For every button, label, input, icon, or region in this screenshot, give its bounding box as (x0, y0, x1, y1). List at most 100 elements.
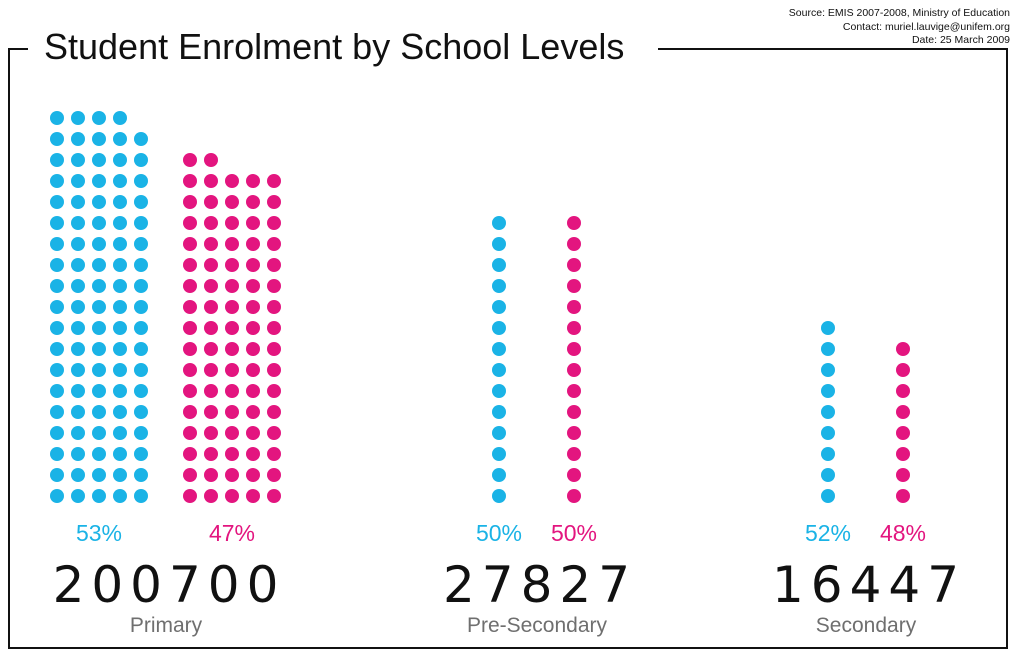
girls-dot (567, 342, 581, 356)
girls-dot (896, 426, 910, 440)
boys-dot (92, 384, 106, 398)
girls-dot (246, 216, 260, 230)
boys-dot (134, 195, 148, 209)
girls-dot (246, 489, 260, 503)
boys-dot (50, 468, 64, 482)
date-line: Date: 25 March 2009 (911, 34, 1010, 46)
girls-dot (246, 258, 260, 272)
boys-dot (492, 489, 506, 503)
boys-dot (92, 216, 106, 230)
girls-dot (246, 384, 260, 398)
girls-dot (567, 237, 581, 251)
boys-dot (492, 447, 506, 461)
boys-percent-label: 53% (76, 520, 122, 546)
girls-dot (267, 237, 281, 251)
boys-dot (134, 321, 148, 335)
girls-dot (204, 216, 218, 230)
girls-dot (267, 405, 281, 419)
enrolment-total: 27827 (443, 556, 637, 614)
girls-dot (204, 321, 218, 335)
girls-percent-label: 48% (880, 520, 926, 546)
boys-dot (92, 174, 106, 188)
boys-dot (92, 447, 106, 461)
boys-dot (71, 300, 85, 314)
boys-dot (821, 447, 835, 461)
boys-dot (113, 342, 127, 356)
boys-dot (92, 258, 106, 272)
girls-dot (204, 237, 218, 251)
girls-dot (267, 447, 281, 461)
girls-dot (267, 195, 281, 209)
boys-dot (492, 216, 506, 230)
boys-dot (92, 342, 106, 356)
boys-dot (492, 426, 506, 440)
boys-dot (113, 468, 127, 482)
boys-percent-label: 50% (476, 520, 522, 546)
girls-dot (267, 384, 281, 398)
girls-dot (225, 363, 239, 377)
boys-dot (92, 363, 106, 377)
girls-dot (225, 321, 239, 335)
boys-dot (92, 468, 106, 482)
girls-dot (225, 405, 239, 419)
boys-dot (92, 279, 106, 293)
girls-dot (225, 174, 239, 188)
girls-dot (183, 426, 197, 440)
boys-dot (71, 468, 85, 482)
girls-dot (183, 363, 197, 377)
girls-dot (225, 279, 239, 293)
girls-dot (267, 342, 281, 356)
boys-dot (134, 300, 148, 314)
girls-dot (204, 153, 218, 167)
boys-dot (134, 258, 148, 272)
boys-dot (50, 384, 64, 398)
girls-dot (204, 195, 218, 209)
boys-dot (134, 489, 148, 503)
girls-dot (225, 489, 239, 503)
girls-dot (183, 342, 197, 356)
boys-dot (71, 237, 85, 251)
girls-dot (183, 384, 197, 398)
boys-dot (50, 321, 64, 335)
boys-dot (92, 237, 106, 251)
boys-dot (71, 132, 85, 146)
enrolment-total: 16447 (772, 556, 966, 614)
school-level-label: Pre-Secondary (467, 614, 608, 637)
girls-dot (204, 468, 218, 482)
boys-dot (92, 321, 106, 335)
girls-dot (204, 363, 218, 377)
boys-dot (821, 405, 835, 419)
girls-percent-label: 50% (551, 520, 597, 546)
boys-dot (113, 300, 127, 314)
girls-dot (567, 258, 581, 272)
boys-dot (492, 300, 506, 314)
girls-dot (225, 195, 239, 209)
school-level-label: Primary (130, 614, 203, 637)
boys-dot (492, 321, 506, 335)
boys-dot (50, 258, 64, 272)
girls-dot (225, 342, 239, 356)
contact-line: Contact: muriel.lauvige@unifem.org (842, 20, 1010, 33)
girls-dot (225, 384, 239, 398)
girls-dot (246, 426, 260, 440)
girls-dot (204, 405, 218, 419)
boys-dot (113, 216, 127, 230)
girls-dot (204, 258, 218, 272)
girls-dot (267, 279, 281, 293)
girls-dot (567, 216, 581, 230)
boys-dot (134, 426, 148, 440)
girls-dot (204, 384, 218, 398)
boys-dot (492, 363, 506, 377)
girls-dot (267, 174, 281, 188)
boys-dot (134, 132, 148, 146)
girls-dot (246, 195, 260, 209)
boys-dot (113, 237, 127, 251)
girls-dot (183, 321, 197, 335)
boys-dot (113, 321, 127, 335)
boys-dot (492, 279, 506, 293)
boys-dot (113, 405, 127, 419)
boys-dot (50, 237, 64, 251)
girls-dot (246, 174, 260, 188)
girls-dot (246, 468, 260, 482)
boys-dot (50, 132, 64, 146)
